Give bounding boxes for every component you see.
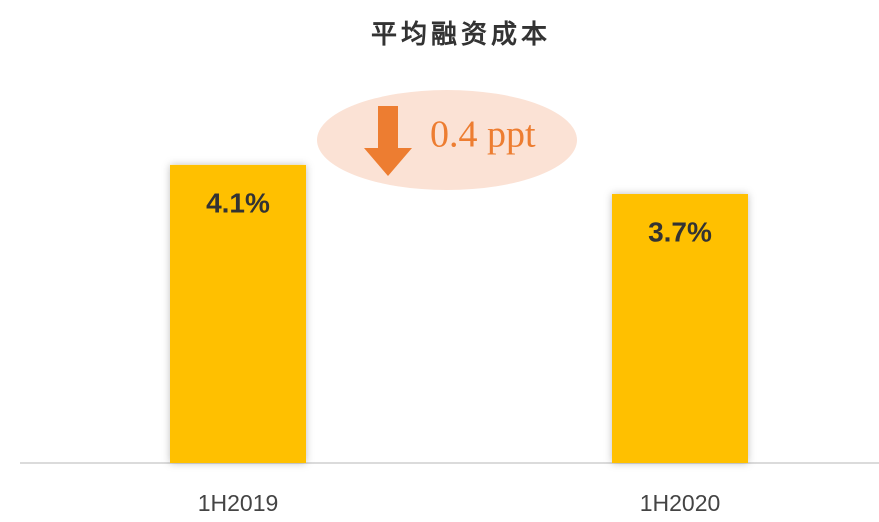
x-tick-label: 1H2019 [198,490,279,516]
value-label: 3.7% [648,216,712,247]
down-arrow [364,106,412,176]
chart-title: 平均融资成本 [371,20,551,50]
bar [612,194,748,463]
annotation: 0.4 ppt [430,114,536,156]
x-tick-label: 1H2020 [640,490,721,516]
bar [170,164,306,463]
value-label: 4.1% [206,187,270,218]
